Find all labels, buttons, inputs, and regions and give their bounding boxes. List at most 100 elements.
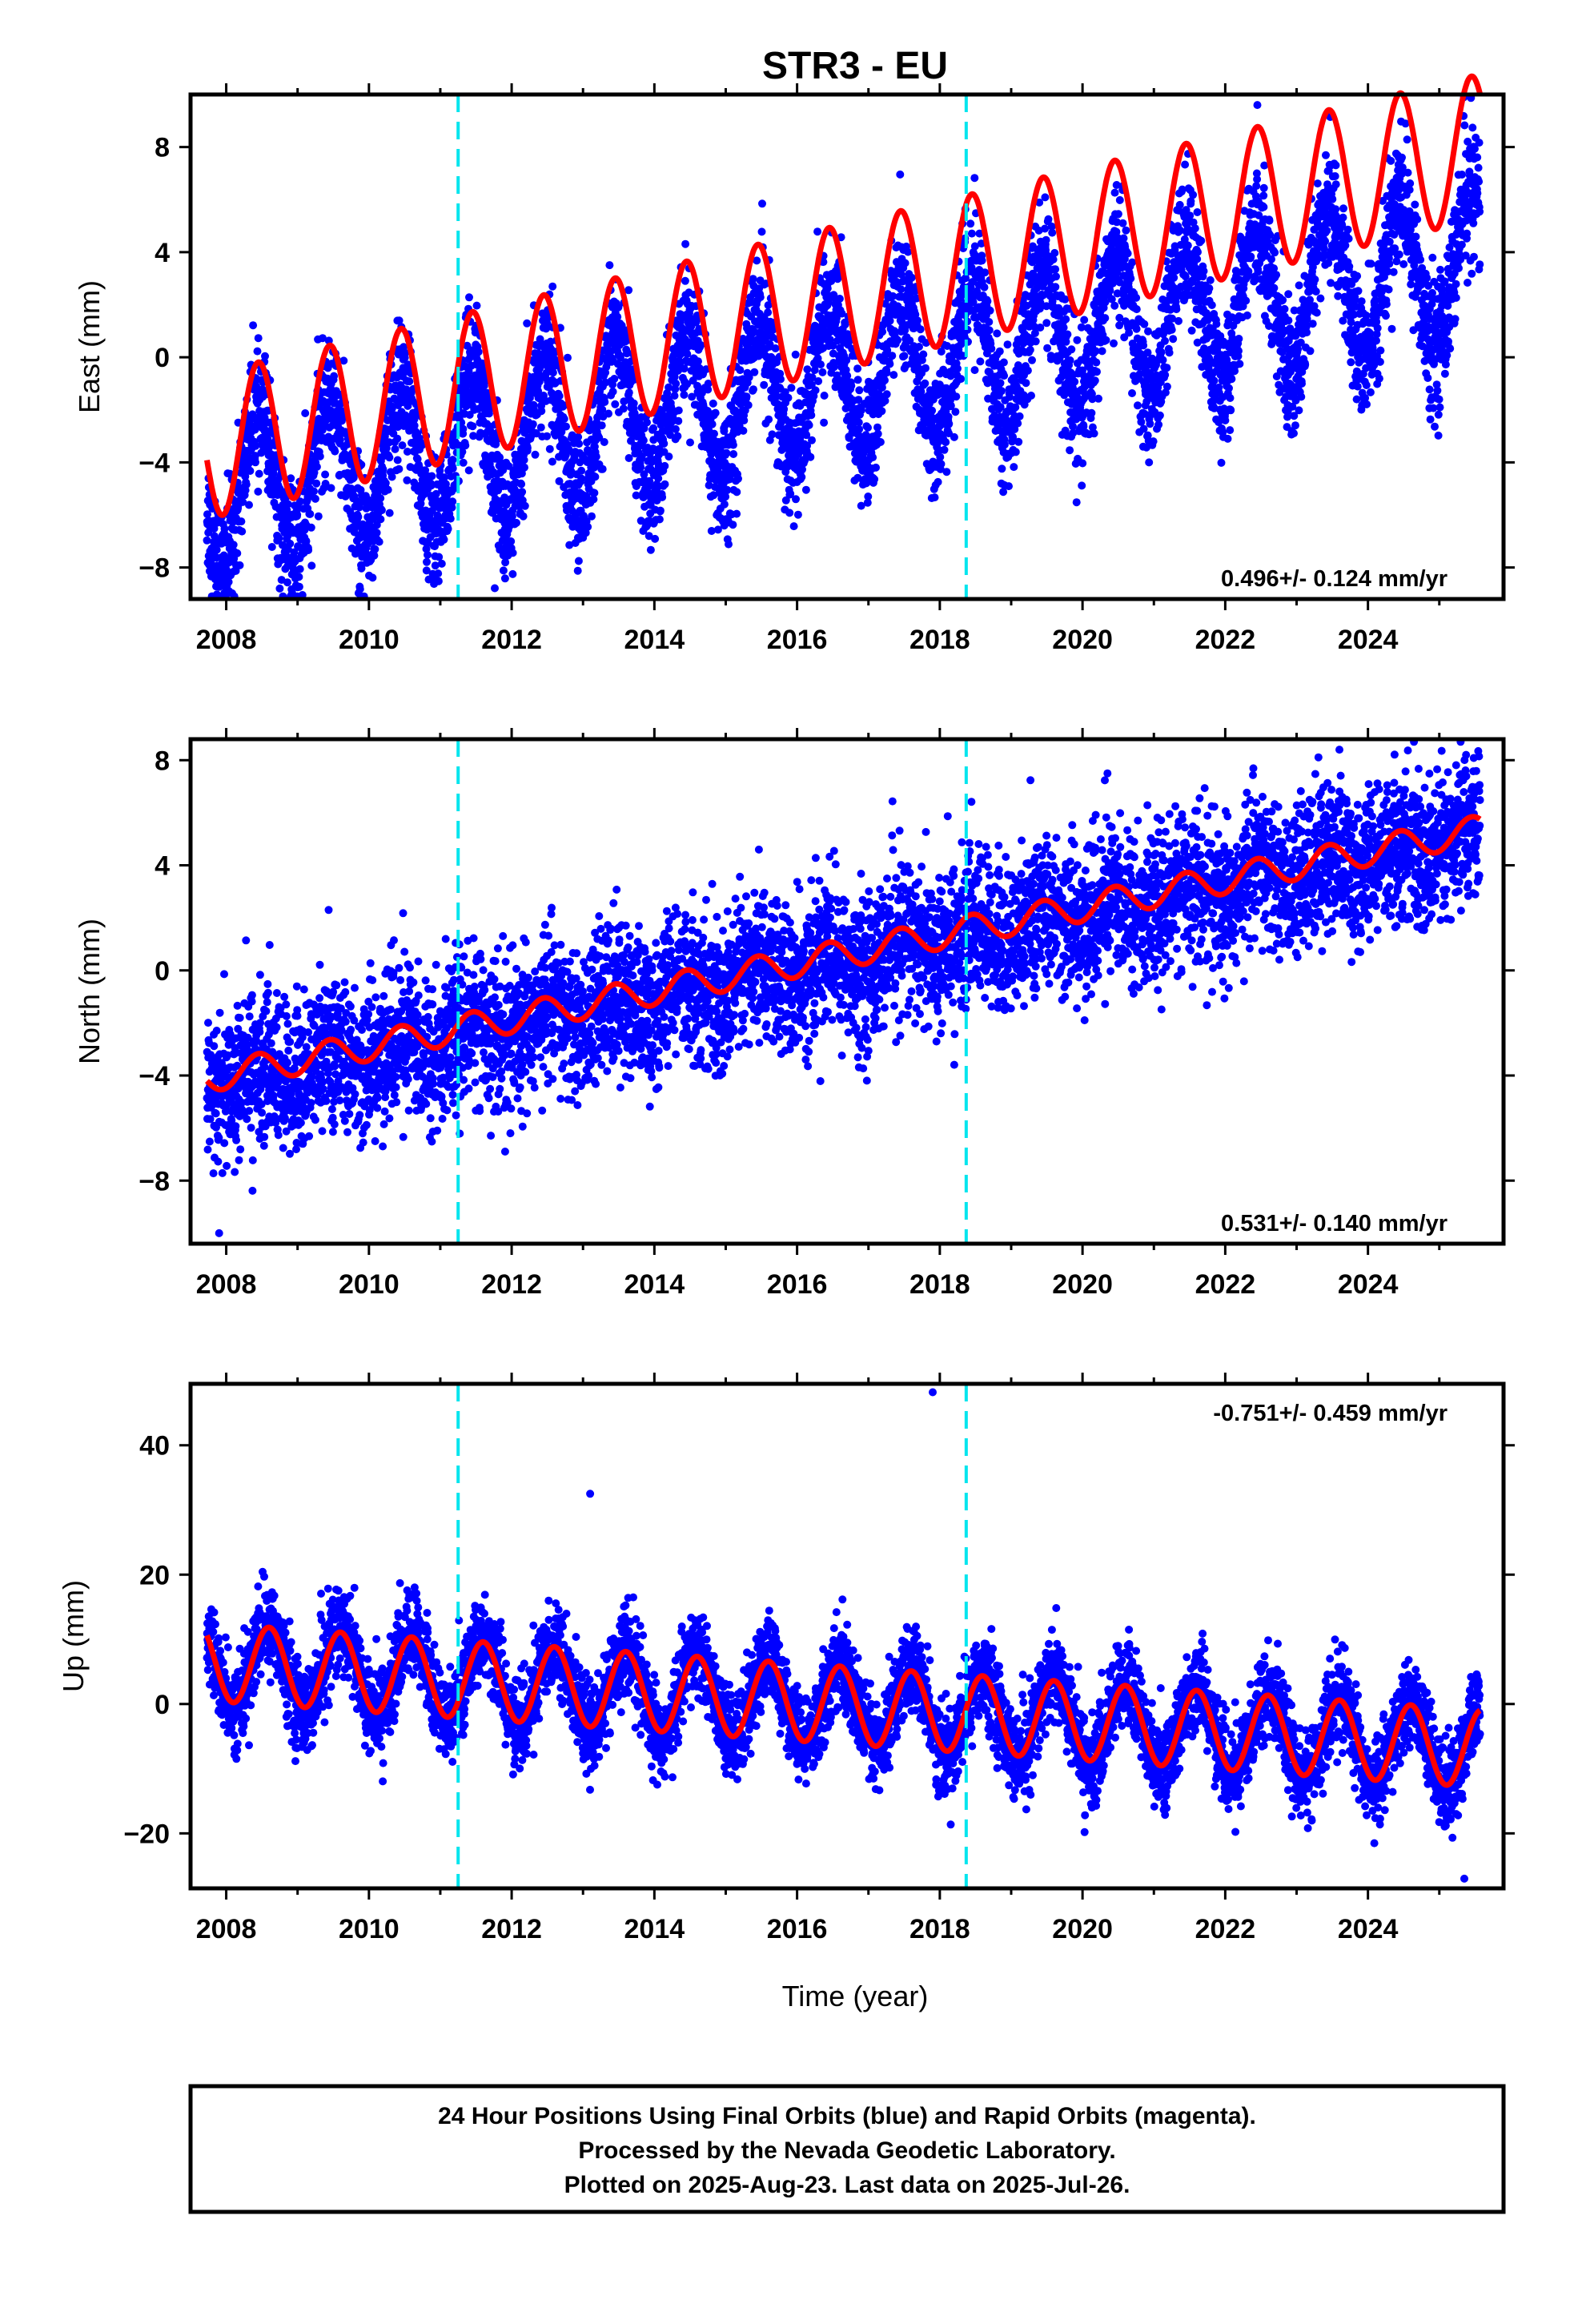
east-point [1183, 241, 1192, 250]
east-point [893, 336, 902, 344]
east-point [928, 406, 937, 415]
east-point [995, 347, 1004, 356]
east-point [1067, 345, 1076, 354]
east-point [624, 388, 633, 397]
east-point [254, 487, 263, 496]
east-point [600, 398, 609, 406]
east-point [945, 420, 954, 428]
east-point [835, 295, 844, 303]
east-point [1132, 305, 1141, 314]
east-point [461, 441, 470, 450]
east-point [870, 475, 879, 484]
east-point [897, 285, 905, 294]
east-point [605, 261, 614, 270]
east-point [930, 493, 939, 502]
east-point [785, 509, 794, 517]
east-point [1132, 293, 1141, 302]
east-point [440, 535, 448, 544]
east-point [491, 584, 499, 593]
east-point [1026, 345, 1034, 354]
east-point [203, 510, 211, 519]
east-point [797, 472, 806, 481]
east-point [784, 393, 793, 402]
east-point [1128, 389, 1136, 397]
east-point [1003, 340, 1012, 349]
east-point [253, 347, 262, 356]
east-point [864, 493, 873, 501]
east-point [661, 461, 669, 470]
east-point [424, 550, 432, 559]
east-point [255, 469, 263, 478]
east-point [598, 464, 607, 473]
east-point [474, 348, 483, 356]
east-point [610, 375, 619, 383]
east-point [1172, 305, 1181, 314]
east-point [765, 415, 773, 424]
east-point [940, 445, 949, 454]
east-point [1087, 408, 1096, 417]
east-point [651, 534, 660, 543]
east-point [756, 293, 765, 302]
east-point [1193, 208, 1202, 216]
east-point [764, 301, 773, 310]
east-point [1193, 255, 1202, 263]
east-point [1165, 348, 1174, 357]
east-point [916, 325, 925, 334]
east-point [967, 229, 976, 238]
east-point [523, 319, 532, 328]
east-point [233, 549, 242, 557]
east-point [789, 522, 798, 531]
east-point [674, 416, 683, 425]
east-point [437, 559, 446, 568]
east-point [1006, 392, 1014, 401]
east-point [312, 479, 321, 488]
east-point [385, 509, 394, 517]
east-point [403, 476, 412, 485]
east-point [440, 473, 448, 482]
east-point [310, 487, 318, 496]
east-point [818, 368, 827, 376]
east-point [562, 422, 570, 431]
east-point [383, 485, 392, 494]
east-point [508, 549, 517, 557]
east-point [757, 227, 766, 236]
east-point [295, 573, 303, 581]
east-point [564, 353, 572, 362]
east-point [1212, 320, 1221, 328]
east-point [302, 537, 311, 545]
east-point [377, 506, 386, 515]
east-point [680, 391, 689, 399]
east-point [1062, 315, 1070, 324]
east-point [379, 464, 387, 473]
east-point [1199, 267, 1208, 275]
east-point [934, 477, 942, 486]
east-point [391, 444, 400, 453]
east-point [1170, 273, 1178, 282]
east-point [501, 558, 510, 567]
east-point [1015, 412, 1024, 420]
east-point [665, 452, 673, 461]
east-point [915, 343, 923, 351]
east-point [444, 525, 452, 533]
east-point [584, 522, 592, 531]
east-point [235, 561, 244, 569]
east-point [873, 429, 882, 438]
east-point [1162, 364, 1171, 372]
east-point [203, 536, 211, 545]
east-point [820, 418, 829, 427]
east-point [792, 495, 800, 504]
east-point [957, 375, 966, 384]
east-point [588, 512, 596, 521]
east-point [736, 366, 745, 375]
east-point [1011, 448, 1020, 456]
east-point [575, 440, 584, 448]
east-point [1221, 416, 1230, 424]
east-point [854, 418, 863, 427]
east-point [545, 444, 554, 453]
east-point [814, 377, 823, 385]
east-point [376, 515, 385, 524]
east-point [512, 518, 520, 527]
east-point [980, 283, 989, 292]
east-point [1101, 314, 1110, 323]
